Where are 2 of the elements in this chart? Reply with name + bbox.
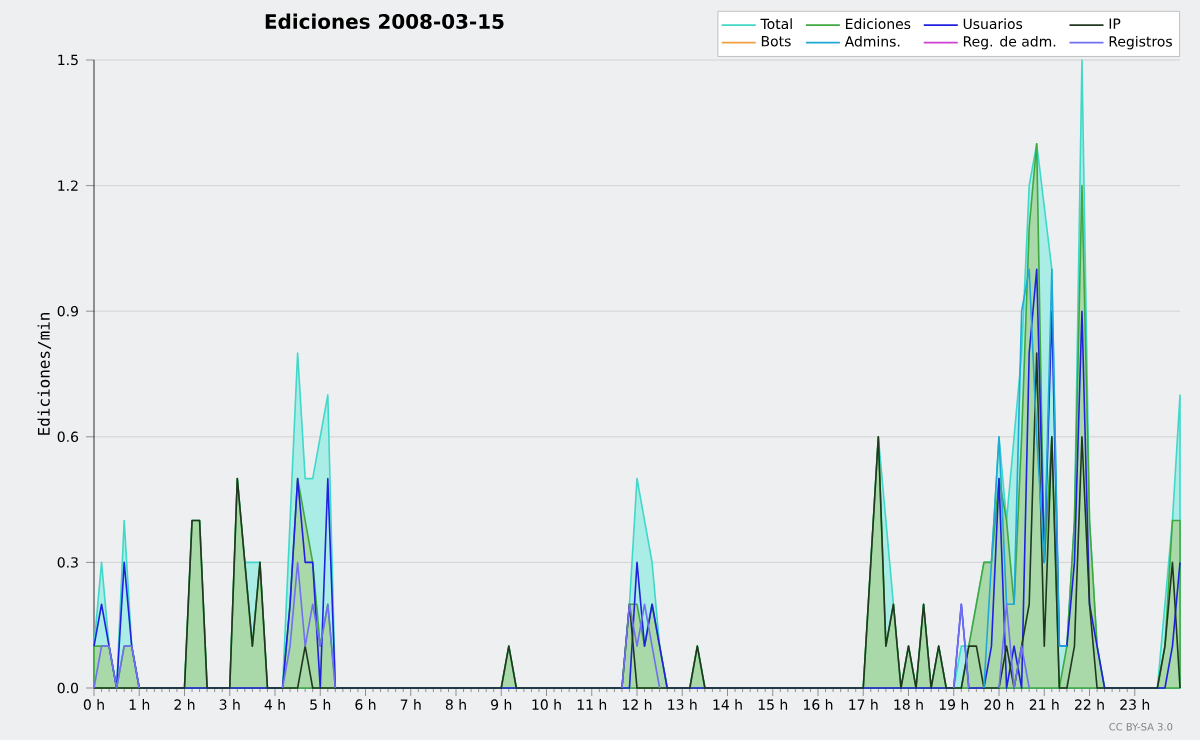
line-series [983, 268, 1068, 689]
chart-title: Ediciones 2008-03-15 [265, 13, 504, 29]
